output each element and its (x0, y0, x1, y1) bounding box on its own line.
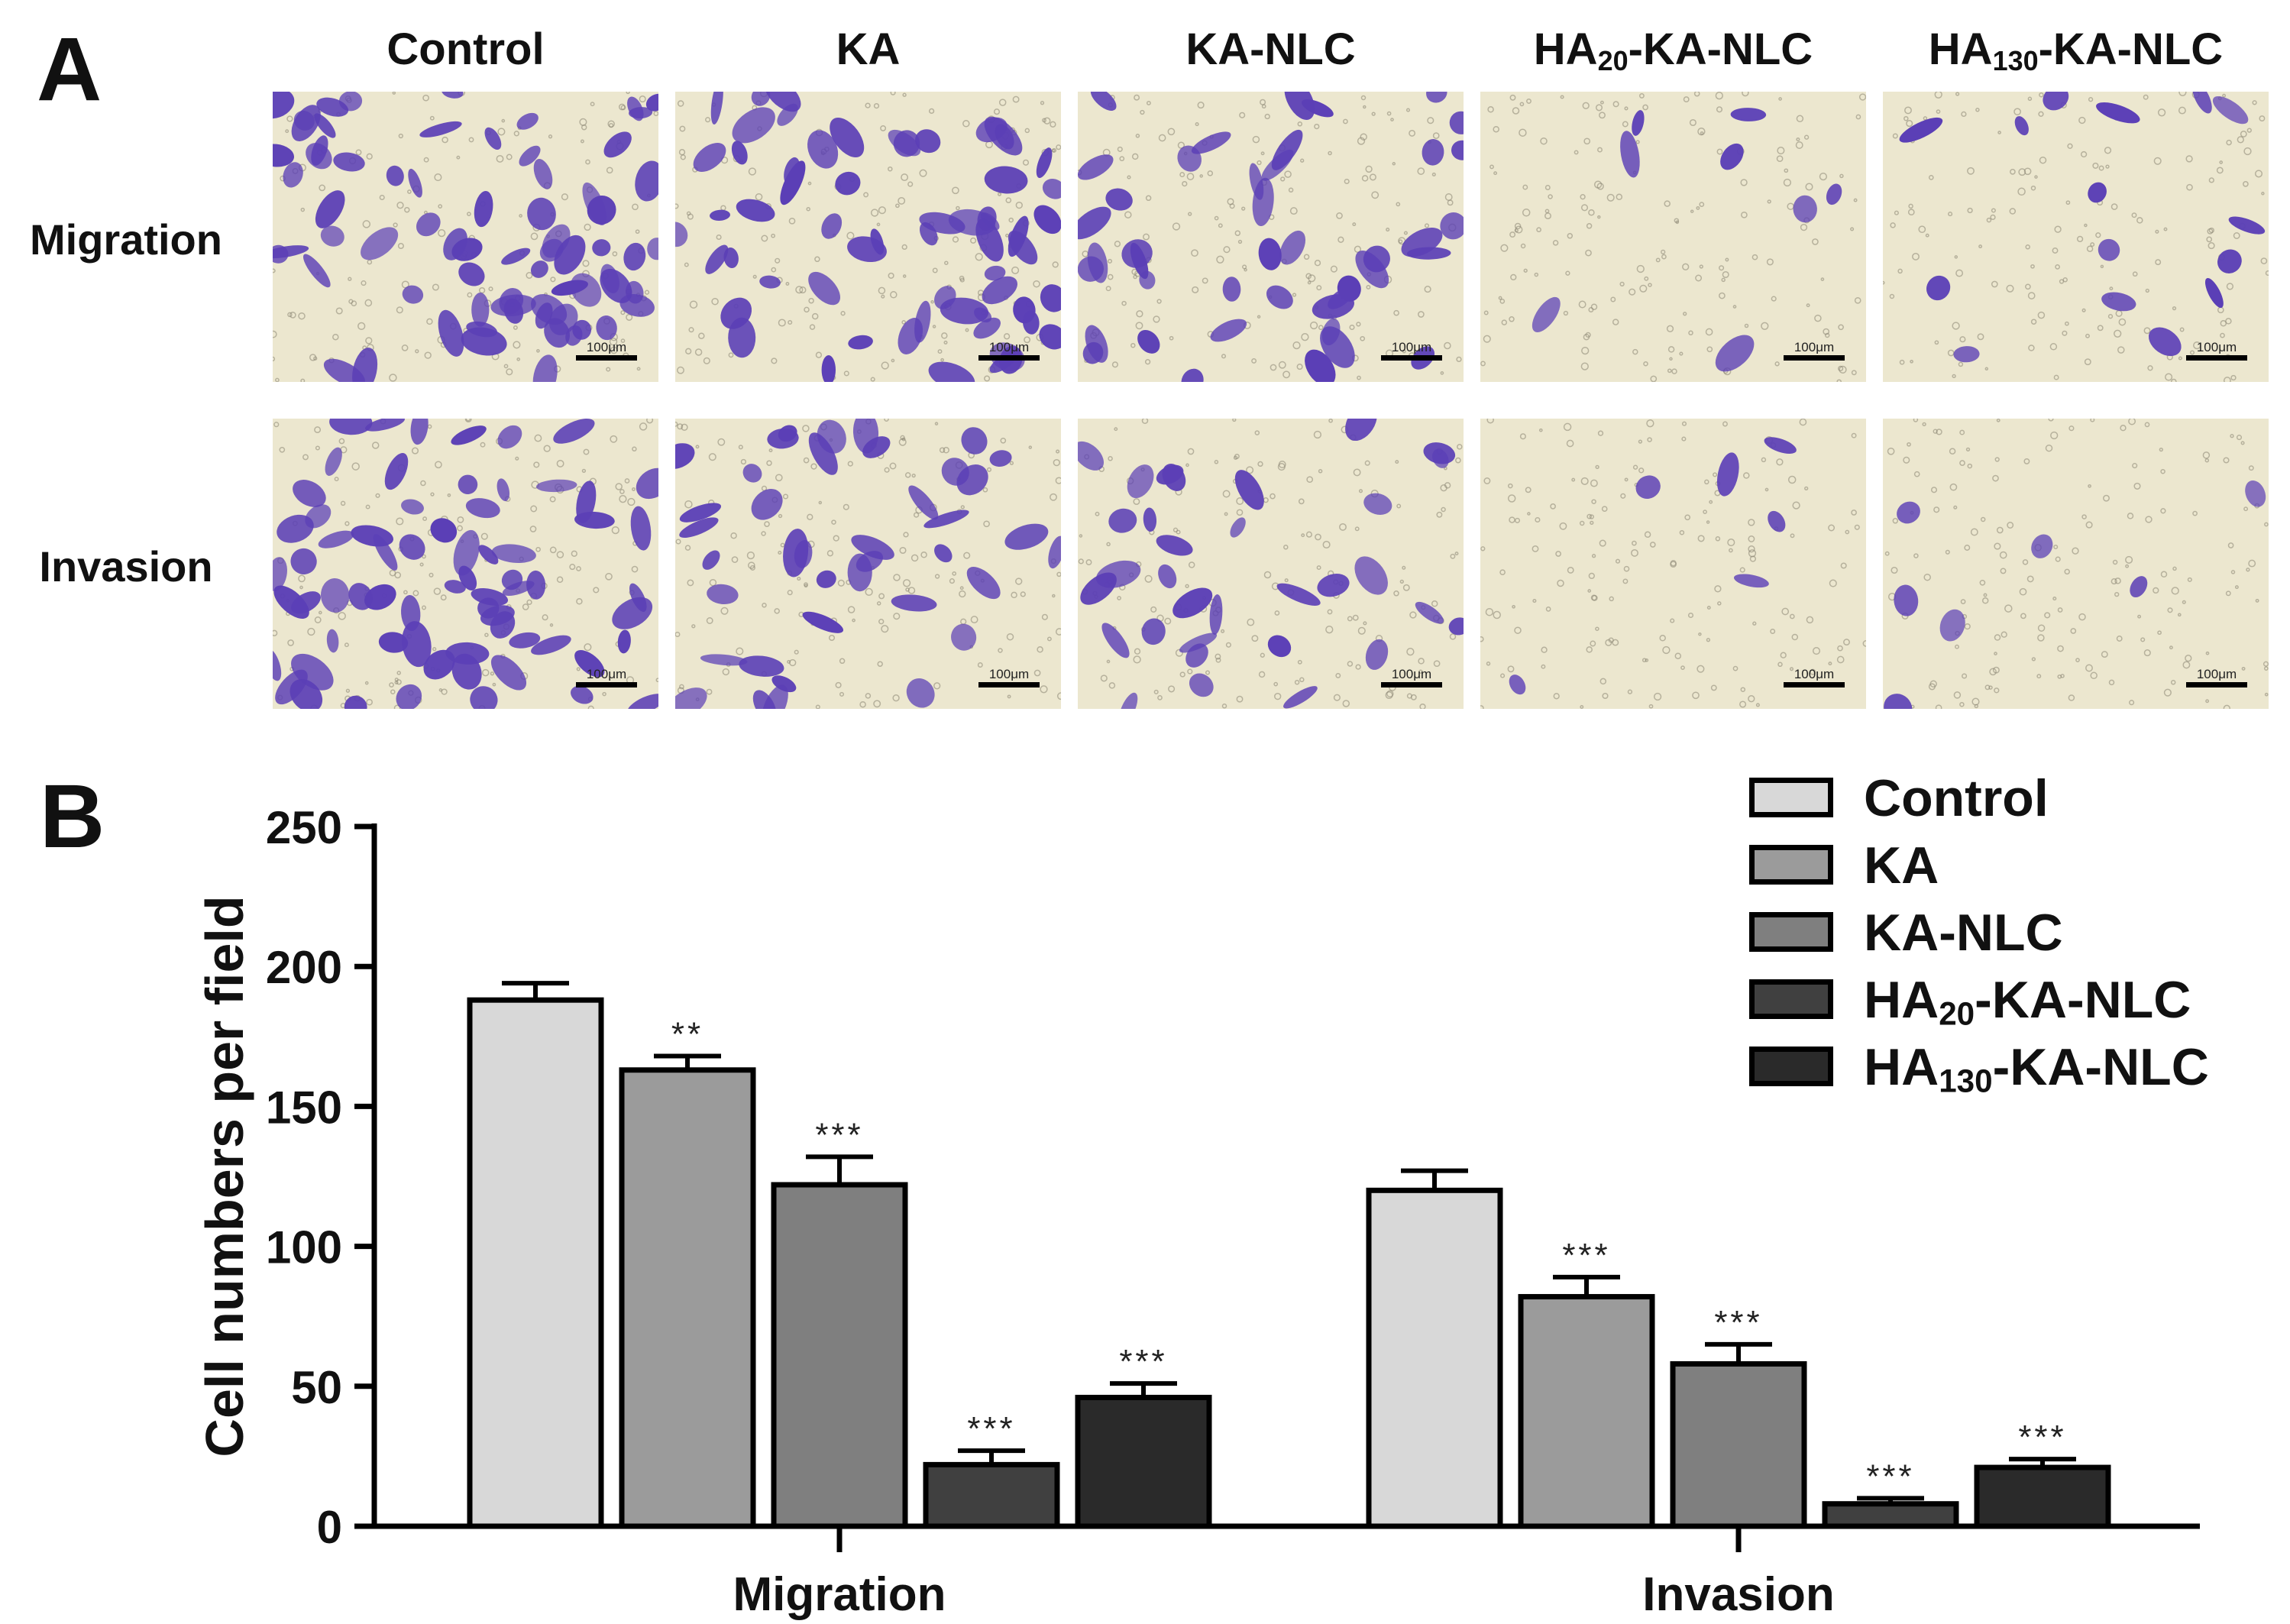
column-header-ha130-ka-nlc: HA130-KA-NLC (1928, 24, 2224, 76)
scale-bar-line (978, 355, 1040, 361)
significance-label: *** (815, 1116, 863, 1153)
legend-label-ha20-ka-nlc: HA20-KA-NLC (1864, 971, 2191, 1032)
scale-bar-label: 100μm (586, 667, 627, 681)
scale-bar: 100μm (1784, 341, 1845, 361)
scale-bar-label: 100μm (586, 340, 627, 354)
scale-bar-label: 100μm (988, 340, 1030, 354)
significance-label: *** (967, 1410, 1015, 1448)
significance-label: *** (1866, 1457, 1914, 1495)
bar-migration-3 (923, 1461, 1060, 1529)
legend-label-control: Control (1864, 769, 2049, 827)
y-tick-label: 50 (291, 1362, 342, 1413)
scale-bar-line (1381, 682, 1442, 687)
micrograph-migration-ha130-ka-nlc: 100μm (1883, 92, 2269, 382)
legend-swatch-ha130-ka-nlc (1749, 1047, 1833, 1086)
scale-bar: 100μm (978, 668, 1040, 687)
y-tick-label: 200 (266, 942, 342, 993)
y-axis-label: Cell numbers per field (195, 895, 254, 1457)
y-tick-label: 100 (266, 1222, 342, 1273)
bar-migration-2 (771, 1182, 908, 1529)
legend-label-ka-nlc: KA-NLC (1864, 904, 2063, 962)
legend-swatch-control (1749, 778, 1833, 817)
y-tick-label: 0 (317, 1502, 342, 1553)
significance-label: *** (2018, 1419, 2066, 1456)
column-header-ka-nlc: KA-NLC (1185, 24, 1356, 74)
scale-bar-line (2186, 682, 2247, 687)
scale-bar: 100μm (1784, 668, 1845, 687)
scale-bar-line (576, 682, 637, 687)
scale-bar-label: 100μm (1391, 340, 1432, 354)
scale-bar-line (1381, 355, 1442, 361)
micrograph-migration-ka: 100μm (675, 92, 1061, 382)
legend-swatch-ka-nlc (1749, 912, 1833, 952)
row-header-invasion: Invasion (39, 542, 213, 590)
scale-bar: 100μm (2186, 668, 2247, 687)
scale-bar-line (1784, 682, 1845, 687)
panel-a-letter: A (37, 19, 102, 120)
legend-label-ha130-ka-nlc: HA130-KA-NLC (1864, 1038, 2209, 1099)
significance-label: ** (671, 1015, 703, 1053)
row-header-migration: Migration (30, 215, 222, 264)
scale-bar-label: 100μm (1794, 340, 1835, 354)
scale-bar: 100μm (576, 668, 637, 687)
significance-label: *** (1714, 1304, 1762, 1341)
scale-bar-line (1784, 355, 1845, 361)
y-tick-label: 250 (266, 802, 342, 853)
scale-bar-line (978, 682, 1040, 687)
column-header-ka: KA (836, 24, 901, 74)
column-header-ha20-ka-nlc: HA20-KA-NLC (1533, 24, 1813, 76)
bar-invasion-4 (1974, 1464, 2111, 1529)
micrograph-invasion-ha20-ka-nlc: 100μm (1480, 419, 1866, 709)
bar-invasion-1 (1518, 1294, 1655, 1529)
significance-label: *** (1119, 1343, 1167, 1380)
significance-label: *** (1562, 1237, 1610, 1274)
legend-swatch-ha20-ka-nlc (1749, 979, 1833, 1019)
x-category-label: Migration (733, 1568, 946, 1621)
scale-bar-label: 100μm (988, 667, 1030, 681)
micrograph-migration-ha20-ka-nlc: 100μm (1480, 92, 1866, 382)
micrograph-migration-control: 100μm (273, 92, 658, 382)
scale-bar-label: 100μm (1794, 667, 1835, 681)
scale-bar-label: 100μm (2196, 340, 2237, 354)
bar-migration-1 (619, 1067, 756, 1529)
scale-bar: 100μm (2186, 341, 2247, 361)
scale-bar-line (576, 355, 637, 361)
x-category-label: Invasion (1642, 1568, 1835, 1621)
bar-migration-4 (1075, 1394, 1212, 1529)
bar-invasion-2 (1670, 1360, 1807, 1529)
bar-migration-0 (467, 997, 604, 1529)
y-tick-label: 150 (266, 1082, 342, 1133)
scale-bar-label: 100μm (1391, 667, 1432, 681)
scale-bar-line (2186, 355, 2247, 361)
panel-b-letter: B (40, 766, 105, 867)
bar-invasion-0 (1366, 1187, 1503, 1529)
scale-bar: 100μm (1381, 341, 1442, 361)
scale-bar: 100μm (576, 341, 637, 361)
scale-bar-label: 100μm (2196, 667, 2237, 681)
micrograph-invasion-control: 100μm (273, 419, 658, 709)
column-header-control: Control (387, 24, 545, 74)
micrograph-invasion-ka: 100μm (675, 419, 1061, 709)
micrograph-invasion-ha130-ka-nlc: 100μm (1883, 419, 2269, 709)
scale-bar: 100μm (1381, 668, 1442, 687)
micrograph-migration-ka-nlc: 100μm (1078, 92, 1464, 382)
micrograph-invasion-ka-nlc: 100μm (1078, 419, 1464, 709)
legend-swatch-ka (1749, 845, 1833, 885)
bar-invasion-3 (1822, 1501, 1959, 1529)
legend-label-ka: KA (1864, 836, 1939, 894)
scale-bar: 100μm (978, 341, 1040, 361)
